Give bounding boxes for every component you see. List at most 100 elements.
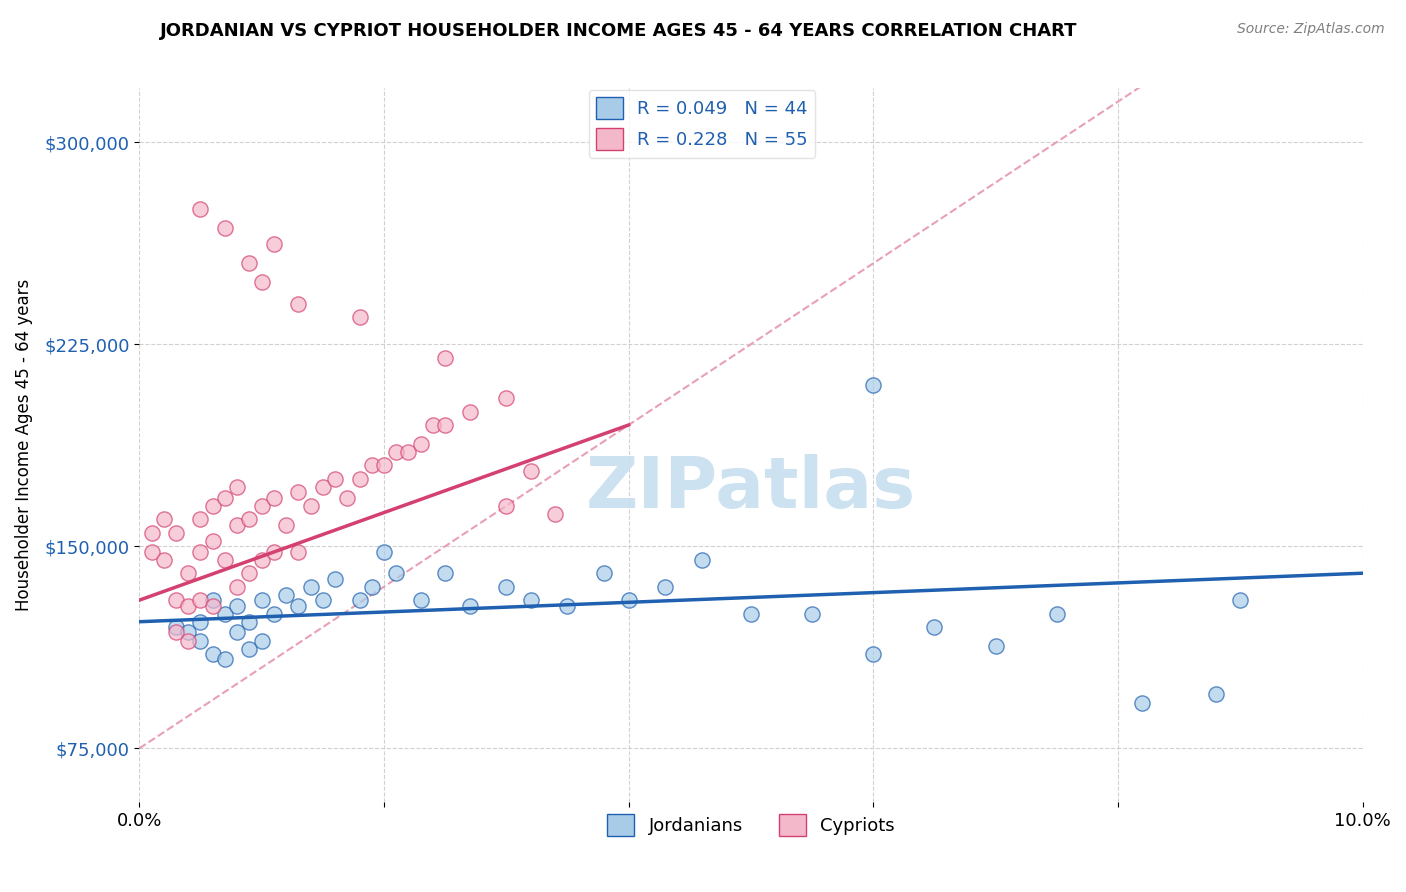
Point	[984, 639, 1007, 653]
Point	[287, 485, 309, 500]
Point	[385, 445, 408, 459]
Point	[434, 417, 457, 432]
Point	[801, 607, 824, 621]
Point	[153, 553, 176, 567]
Point	[1132, 696, 1154, 710]
Point	[263, 607, 285, 621]
Point	[153, 512, 176, 526]
Point	[250, 275, 273, 289]
Point	[250, 633, 273, 648]
Point	[495, 499, 517, 513]
Point	[349, 593, 371, 607]
Point	[373, 544, 395, 558]
Point	[654, 580, 676, 594]
Point	[1205, 688, 1227, 702]
Point	[862, 647, 884, 661]
Point	[214, 607, 236, 621]
Point	[190, 633, 212, 648]
Point	[434, 351, 457, 365]
Point	[201, 499, 224, 513]
Point	[190, 615, 212, 629]
Point	[190, 544, 212, 558]
Point	[250, 553, 273, 567]
Point	[238, 641, 260, 656]
Point	[201, 647, 224, 661]
Point	[690, 553, 713, 567]
Point	[287, 544, 309, 558]
Point	[398, 445, 420, 459]
Point	[385, 566, 408, 581]
Text: Source: ZipAtlas.com: Source: ZipAtlas.com	[1237, 22, 1385, 37]
Point	[201, 599, 224, 613]
Text: JORDANIAN VS CYPRIOT HOUSEHOLDER INCOME AGES 45 - 64 YEARS CORRELATION CHART: JORDANIAN VS CYPRIOT HOUSEHOLDER INCOME …	[160, 22, 1077, 40]
Point	[557, 599, 579, 613]
Point	[924, 620, 946, 634]
Point	[617, 593, 640, 607]
Point	[263, 237, 285, 252]
Point	[862, 377, 884, 392]
Point	[177, 599, 200, 613]
Point	[409, 593, 432, 607]
Point	[250, 499, 273, 513]
Point	[520, 464, 543, 478]
Point	[226, 599, 249, 613]
Point	[226, 517, 249, 532]
Point	[458, 404, 481, 418]
Point	[141, 525, 163, 540]
Point	[520, 593, 543, 607]
Point	[299, 499, 322, 513]
Point	[323, 572, 346, 586]
Text: ZIPatlas: ZIPatlas	[586, 453, 917, 523]
Point	[214, 491, 236, 505]
Point	[495, 391, 517, 405]
Point	[740, 607, 762, 621]
Point	[263, 491, 285, 505]
Point	[238, 512, 260, 526]
Point	[312, 593, 335, 607]
Point	[165, 593, 187, 607]
Point	[190, 512, 212, 526]
Point	[1046, 607, 1069, 621]
Point	[409, 437, 432, 451]
Point	[373, 458, 395, 473]
Point	[276, 517, 298, 532]
Point	[323, 472, 346, 486]
Point	[287, 599, 309, 613]
Point	[336, 491, 359, 505]
Point	[299, 580, 322, 594]
Point	[190, 593, 212, 607]
Point	[250, 593, 273, 607]
Point	[238, 256, 260, 270]
Point	[226, 580, 249, 594]
Point	[201, 593, 224, 607]
Point	[360, 580, 382, 594]
Point	[177, 625, 200, 640]
Point	[214, 553, 236, 567]
Point	[165, 620, 187, 634]
Point	[458, 599, 481, 613]
Legend: Jordanians, Cypriots: Jordanians, Cypriots	[600, 806, 903, 843]
Point	[422, 417, 444, 432]
Point	[360, 458, 382, 473]
Point	[190, 202, 212, 217]
Point	[201, 533, 224, 548]
Point	[238, 615, 260, 629]
Y-axis label: Householder Income Ages 45 - 64 years: Householder Income Ages 45 - 64 years	[15, 279, 32, 611]
Point	[287, 297, 309, 311]
Point	[226, 480, 249, 494]
Point	[593, 566, 616, 581]
Point	[276, 588, 298, 602]
Point	[434, 566, 457, 581]
Point	[177, 633, 200, 648]
Point	[544, 507, 567, 521]
Point	[495, 580, 517, 594]
Point	[238, 566, 260, 581]
Point	[349, 472, 371, 486]
Point	[1229, 593, 1251, 607]
Point	[141, 544, 163, 558]
Point	[214, 652, 236, 666]
Point	[214, 221, 236, 235]
Point	[263, 544, 285, 558]
Point	[226, 625, 249, 640]
Point	[165, 525, 187, 540]
